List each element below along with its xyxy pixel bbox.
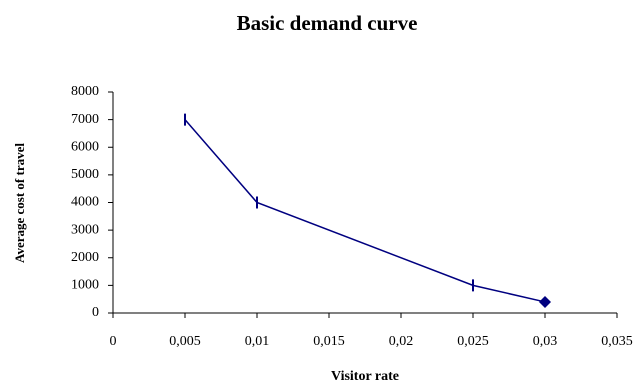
data-point [539, 295, 551, 308]
x-tick-label: 0 [110, 334, 117, 349]
x-tick-label: 0,025 [457, 334, 489, 349]
y-tick-label: 2000 [71, 250, 99, 265]
x-axis-title: Visitor rate [331, 369, 399, 384]
y-tick-label: 4000 [71, 195, 99, 210]
x-tick-label: 0,03 [533, 334, 558, 349]
data-line [184, 119, 546, 303]
y-tick-label: 6000 [71, 139, 99, 154]
x-tick-label: 0,035 [601, 334, 633, 349]
y-tick-label: 3000 [71, 222, 99, 237]
x-tick-label: 0,01 [245, 334, 270, 349]
y-tick-label: 8000 [71, 84, 99, 99]
y-tick-label: 5000 [71, 167, 99, 182]
y-axis-title: Average cost of travel [12, 143, 27, 263]
x-tick-label: 0,02 [389, 334, 414, 349]
x-tick-label: 0,005 [169, 334, 201, 349]
chart-title: Basic demand curve [237, 11, 418, 35]
y-tick-label: 7000 [71, 112, 99, 127]
y-tick-label: 0 [92, 305, 99, 320]
y-tick-label: 1000 [71, 278, 99, 293]
x-tick-label: 0,015 [313, 334, 345, 349]
